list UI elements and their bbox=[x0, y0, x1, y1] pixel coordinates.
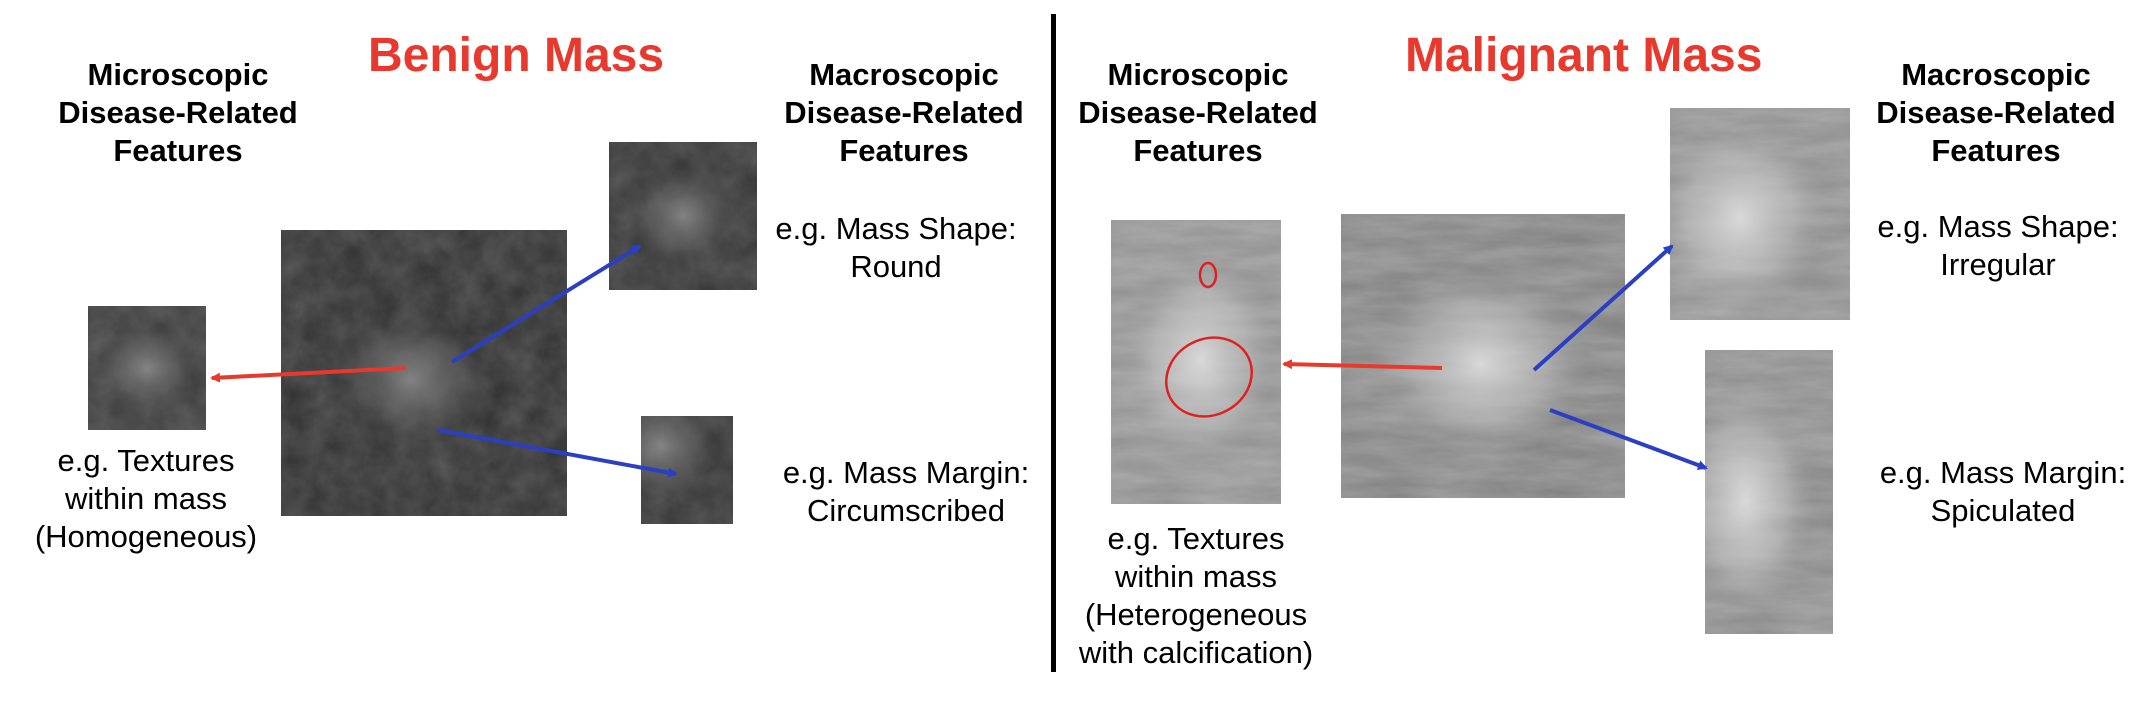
benign-margin-crop bbox=[641, 416, 733, 524]
benign-macro-heading: Macroscopic Disease-Related Features bbox=[774, 56, 1034, 170]
malignant-texture-crop bbox=[1111, 220, 1281, 504]
benign-shape-crop bbox=[609, 142, 757, 290]
malignant-texture-desc: e.g. Textures within mass (Heterogeneous… bbox=[1066, 520, 1326, 672]
heading-line: Microscopic bbox=[87, 57, 269, 92]
malignant-shape-crop bbox=[1670, 108, 1850, 320]
heading-line: Microscopic bbox=[1107, 57, 1289, 92]
malignant-shape-desc: e.g. Mass Shape: Irregular bbox=[1868, 208, 2128, 284]
heading-line: Features bbox=[839, 133, 969, 168]
heading-line: Macroscopic bbox=[809, 57, 999, 92]
benign-texture-desc: e.g. Textures within mass (Homogeneous) bbox=[26, 442, 266, 556]
benign-texture-crop bbox=[88, 306, 206, 430]
desc-line: Irregular bbox=[1940, 247, 2056, 282]
heading-line: Disease-Related bbox=[1876, 95, 2116, 130]
heading-line: Macroscopic bbox=[1901, 57, 2091, 92]
benign-shape-desc: e.g. Mass Shape: Round bbox=[766, 210, 1026, 286]
heading-line: Disease-Related bbox=[1078, 95, 1318, 130]
desc-line: e.g. Textures bbox=[1107, 521, 1285, 556]
desc-line: e.g. Mass Margin: bbox=[1879, 455, 2127, 490]
desc-line: e.g. Mass Shape: bbox=[775, 211, 1017, 246]
heading-line: Disease-Related bbox=[58, 95, 298, 130]
desc-line: Circumscribed bbox=[806, 493, 1006, 528]
heading-line: Features bbox=[1931, 133, 2061, 168]
desc-line: within mass bbox=[65, 481, 227, 516]
malignant-macro-heading: Macroscopic Disease-Related Features bbox=[1866, 56, 2126, 170]
desc-line: Round bbox=[850, 249, 942, 284]
section-divider bbox=[1051, 14, 1056, 672]
benign-micro-heading: Microscopic Disease-Related Features bbox=[48, 56, 308, 170]
heading-line: Features bbox=[1133, 133, 1263, 168]
malignant-title: Malignant Mass bbox=[1405, 29, 1763, 82]
desc-line: e.g. Mass Shape: bbox=[1877, 209, 2119, 244]
heading-line: Disease-Related bbox=[784, 95, 1024, 130]
calcification-circle-large bbox=[1165, 336, 1253, 418]
malignant-margin-crop bbox=[1705, 350, 1833, 634]
desc-line: (Heterogeneous bbox=[1084, 597, 1308, 632]
malignant-micro-heading: Microscopic Disease-Related Features bbox=[1068, 56, 1328, 170]
desc-line: with calcification) bbox=[1078, 635, 1314, 670]
desc-line: e.g. Mass Margin: bbox=[782, 455, 1030, 490]
malignant-mass-image bbox=[1341, 214, 1625, 498]
benign-title: Benign Mass bbox=[368, 29, 665, 82]
malignant-margin-desc: e.g. Mass Margin: Spiculated bbox=[1873, 454, 2133, 530]
desc-line: Spiculated bbox=[1930, 493, 2076, 528]
desc-line: (Homogeneous) bbox=[34, 519, 258, 554]
desc-line: within mass bbox=[1115, 559, 1277, 594]
benign-mass-image bbox=[281, 230, 567, 516]
calcification-circle-small bbox=[1198, 261, 1218, 289]
benign-margin-desc: e.g. Mass Margin: Circumscribed bbox=[776, 454, 1036, 530]
heading-line: Features bbox=[113, 133, 243, 168]
desc-line: e.g. Textures bbox=[57, 443, 235, 478]
